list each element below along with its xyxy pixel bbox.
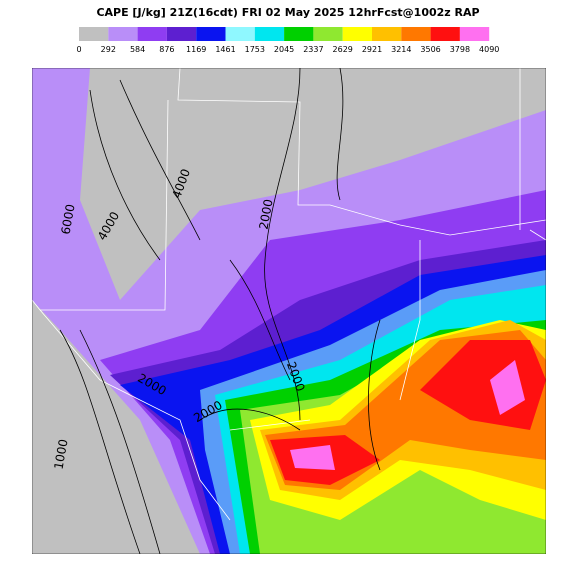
colorbar-label: 4090 (479, 45, 499, 54)
colorbar-label: 1169 (186, 45, 206, 54)
field-red (270, 340, 546, 485)
colorbar-box (459, 27, 490, 41)
colorbar-label: 876 (159, 45, 174, 54)
colorbar-label: 3798 (450, 45, 470, 54)
colorbar-box (372, 27, 402, 41)
contour-label: 1000 (52, 438, 71, 471)
colorbar-label: 2337 (303, 45, 323, 54)
map-title: CAPE [J/kg] 21Z(16cdt) FRI 02 May 2025 1… (96, 6, 479, 19)
colorbar-box (342, 27, 372, 41)
colorbar-box (166, 27, 197, 41)
state-borders (32, 68, 546, 521)
contours (59, 68, 381, 554)
colorbar-box (401, 27, 431, 41)
colorbar-box (254, 27, 285, 41)
contour-label: 6000 (59, 203, 78, 236)
colorbar-label: 1461 (215, 45, 235, 54)
colorbar-label: 2045 (274, 45, 294, 54)
colorbar-label: 0 (76, 45, 81, 54)
colorbar-label: 2921 (362, 45, 382, 54)
cape-field (32, 68, 546, 554)
colorbar-label: 3214 (391, 45, 411, 54)
colorbar-box (225, 27, 255, 41)
colorbar-box (108, 27, 138, 41)
contour-label: 2000 (257, 198, 276, 231)
colorbar-box (79, 27, 109, 41)
colorbar-label: 292 (101, 45, 116, 54)
colorbar-box (196, 27, 226, 41)
field-pink (290, 360, 525, 470)
colorbar-box (430, 27, 460, 41)
colorbar-box (313, 27, 343, 41)
colorbar-box (284, 27, 314, 41)
colorbar-label: 584 (130, 45, 145, 54)
colorbar-box (137, 27, 167, 41)
colorbar-label: 2629 (333, 45, 353, 54)
colorbar: 0 292 584 876 1169 1461 1753 2045 2337 2629 2921 32… (76, 27, 499, 54)
field-lavender-west (32, 68, 70, 300)
colorbar-label: 1753 (245, 45, 265, 54)
colorbar-label: 3506 (420, 45, 440, 54)
